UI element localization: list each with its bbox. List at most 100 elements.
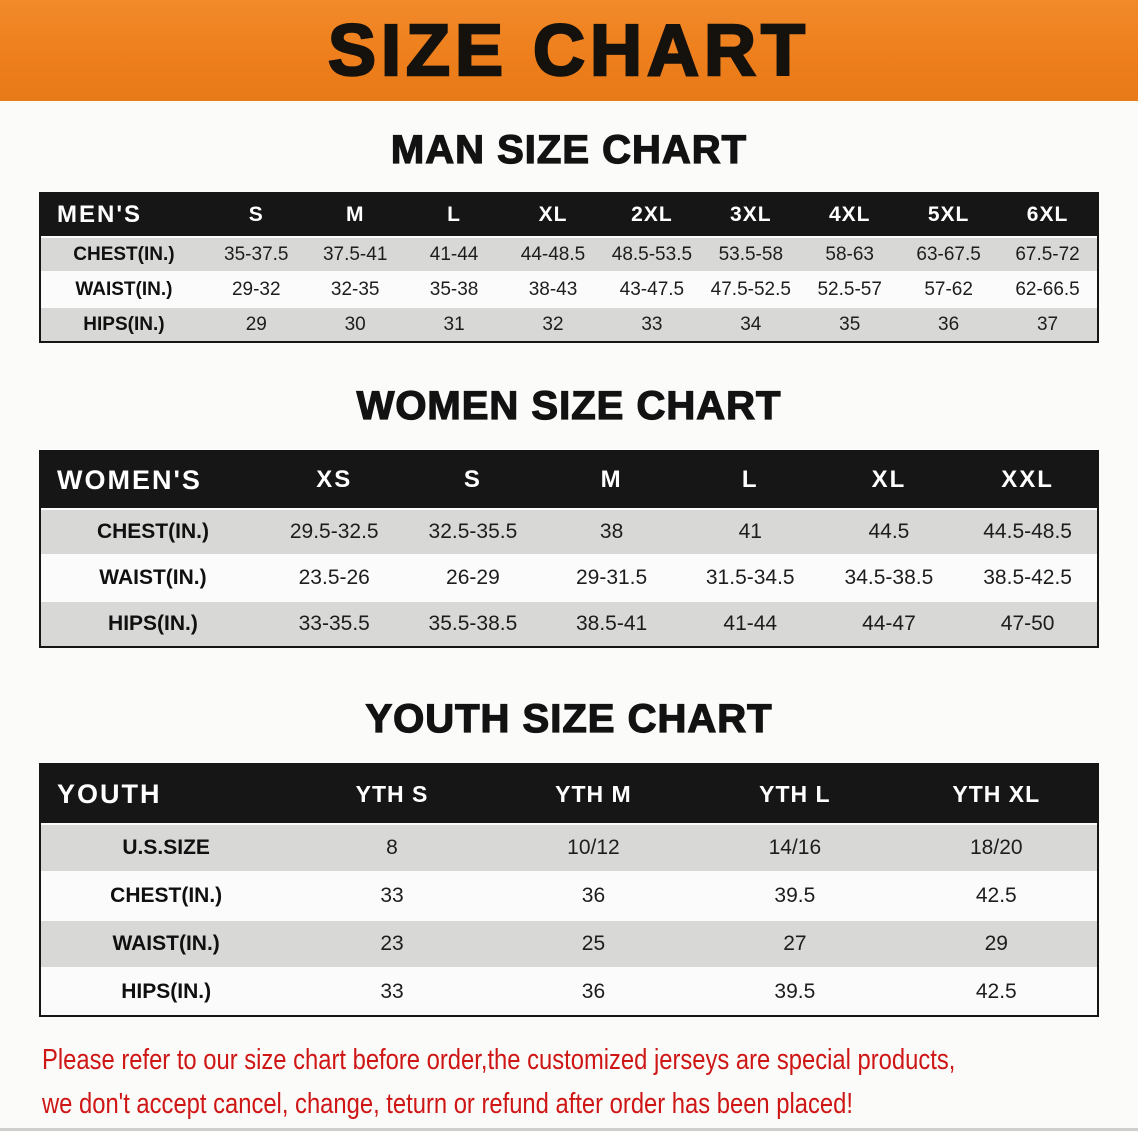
youth-size-heading: YOUTH SIZE CHART <box>365 696 773 741</box>
value-cell: 39.5 <box>694 967 896 1015</box>
value-cell: 32 <box>503 306 603 341</box>
men-size-section: MAN SIZE CHART MEN'S S M L XL 2XL 3XL 4XL 5XL 6XL… <box>0 127 1138 343</box>
size-header-cell: 6XL <box>998 194 1097 236</box>
value-cell: 29 <box>895 919 1097 967</box>
value-cell: 41-44 <box>680 600 820 646</box>
row-label-cell: WAIST(IN.) <box>41 919 292 967</box>
header-row: MEN'S S M L XL 2XL 3XL 4XL 5XL 6XL <box>41 194 1097 236</box>
value-cell: 35.5-38.5 <box>403 600 543 646</box>
table-row: WAIST(IN.) 29-32 32-35 35-38 38-43 43-47.5 47.… <box>41 271 1097 306</box>
value-cell: 63-67.5 <box>899 236 999 271</box>
size-header-cell: L <box>680 452 820 508</box>
size-header-cell: YTH M <box>492 765 695 823</box>
row-label-cell: U.S.SIZE <box>41 823 292 871</box>
value-cell: 23.5-26 <box>264 554 404 600</box>
header-row: YOUTH YTH S YTH M YTH L YTH XL <box>41 765 1097 823</box>
value-cell: 34 <box>701 306 801 341</box>
value-cell: 47-50 <box>958 600 1097 646</box>
footer-notice: Please refer to our size chart before or… <box>0 1039 1138 1126</box>
men-size-heading: MAN SIZE CHART <box>390 127 748 172</box>
row-label-cell: WAIST(IN.) <box>41 554 265 600</box>
size-header-cell: XL <box>503 194 603 236</box>
size-header-cell: M <box>542 452 681 508</box>
size-header-cell: M <box>305 194 405 236</box>
value-cell: 42.5 <box>895 967 1097 1015</box>
page-title: SIZE CHART <box>327 10 810 91</box>
value-cell: 31.5-34.5 <box>680 554 820 600</box>
value-cell: 62-66.5 <box>998 271 1097 306</box>
value-cell: 35-38 <box>404 271 504 306</box>
size-header-cell: 2XL <box>602 194 702 236</box>
value-cell: 48.5-53.5 <box>602 236 702 271</box>
value-cell: 10/12 <box>492 823 695 871</box>
value-cell: 29 <box>206 306 306 341</box>
size-header-cell: XXL <box>958 452 1097 508</box>
table-row: HIPS(IN.) 29 30 31 32 33 34 35 36 37 <box>41 306 1097 341</box>
women-size-table: WOMEN'S XS S M L XL XXL CHEST(IN.) 29.5-32.5 32.5… <box>39 450 1099 648</box>
table-row: HIPS(IN.) 33-35.5 35.5-38.5 38.5-41 41-44 44-… <box>41 600 1097 646</box>
value-cell: 35 <box>800 306 900 341</box>
value-cell: 31 <box>404 306 504 341</box>
youth-size-table: YOUTH YTH S YTH M YTH L YTH XL U.S.SIZE 8 10/12… <box>39 763 1099 1017</box>
women-size-heading: WOMEN SIZE CHART <box>356 383 782 428</box>
size-header-cell: YTH S <box>291 765 493 823</box>
value-cell: 39.5 <box>694 871 896 919</box>
value-cell: 33 <box>291 871 493 919</box>
value-cell: 52.5-57 <box>800 271 900 306</box>
table-row: HIPS(IN.) 33 36 39.5 42.5 <box>41 967 1097 1015</box>
row-label-cell: WAIST(IN.) <box>41 271 207 306</box>
value-cell: 38.5-41 <box>542 600 681 646</box>
size-header-cell: XS <box>264 452 404 508</box>
value-cell: 47.5-52.5 <box>701 271 801 306</box>
row-label-cell: HIPS(IN.) <box>41 306 207 341</box>
value-cell: 23 <box>291 919 493 967</box>
value-cell: 58-63 <box>800 236 900 271</box>
value-cell: 25 <box>492 919 695 967</box>
value-cell: 14/16 <box>694 823 896 871</box>
value-cell: 33 <box>602 306 702 341</box>
bottom-divider <box>0 1128 1138 1131</box>
value-cell: 36 <box>899 306 999 341</box>
value-cell: 44.5 <box>819 508 959 554</box>
size-header-cell: S <box>206 194 306 236</box>
value-cell: 43-47.5 <box>602 271 702 306</box>
size-header-cell: S <box>403 452 543 508</box>
size-header-cell: YTH XL <box>895 765 1097 823</box>
value-cell: 33 <box>291 967 493 1015</box>
value-cell: 35-37.5 <box>206 236 306 271</box>
value-cell: 29-31.5 <box>542 554 681 600</box>
women-size-section: WOMEN SIZE CHART WOMEN'S XS S M L XL XXL CHEST(… <box>0 383 1138 648</box>
row-label-cell: CHEST(IN.) <box>41 871 292 919</box>
value-cell: 32-35 <box>305 271 405 306</box>
value-cell: 33-35.5 <box>264 600 404 646</box>
value-cell: 53.5-58 <box>701 236 801 271</box>
value-cell: 30 <box>305 306 405 341</box>
value-cell: 32.5-35.5 <box>403 508 543 554</box>
value-cell: 27 <box>694 919 896 967</box>
size-header-cell: 5XL <box>899 194 999 236</box>
row-label-cell: CHEST(IN.) <box>41 508 265 554</box>
value-cell: 44.5-48.5 <box>958 508 1097 554</box>
table-row: U.S.SIZE 8 10/12 14/16 18/20 <box>41 823 1097 871</box>
banner: SIZE CHART <box>0 0 1138 101</box>
size-header-cell: 3XL <box>701 194 801 236</box>
value-cell: 18/20 <box>895 823 1097 871</box>
table-title-cell: YOUTH <box>41 765 292 823</box>
table-row: CHEST(IN.) 35-37.5 37.5-41 41-44 44-48.5 48.5… <box>41 236 1097 271</box>
value-cell: 37 <box>998 306 1097 341</box>
row-label-cell: HIPS(IN.) <box>41 967 292 1015</box>
notice-line-1: Please refer to our size chart before or… <box>42 1044 956 1076</box>
table-title-cell: MEN'S <box>41 194 207 236</box>
value-cell: 44-47 <box>819 600 959 646</box>
size-header-cell: YTH L <box>694 765 896 823</box>
header-row: WOMEN'S XS S M L XL XXL <box>41 452 1097 508</box>
table-row: WAIST(IN.) 23.5-26 26-29 29-31.5 31.5-34.5 34… <box>41 554 1097 600</box>
table-title-cell: WOMEN'S <box>41 452 265 508</box>
value-cell: 38.5-42.5 <box>958 554 1097 600</box>
table-row: CHEST(IN.) 33 36 39.5 42.5 <box>41 871 1097 919</box>
value-cell: 57-62 <box>899 271 999 306</box>
size-header-cell: L <box>404 194 504 236</box>
value-cell: 26-29 <box>403 554 543 600</box>
value-cell: 37.5-41 <box>305 236 405 271</box>
